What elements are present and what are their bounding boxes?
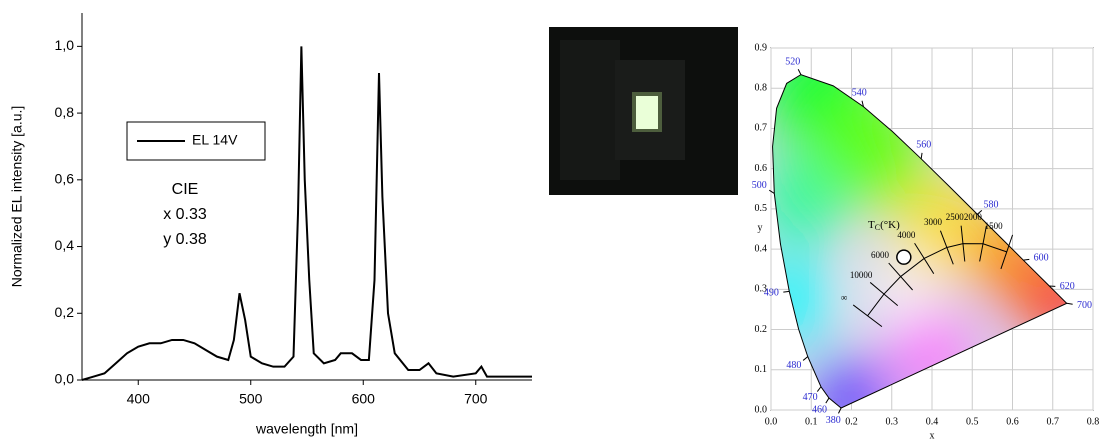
temperature-label: 3000: [924, 217, 943, 227]
wavelength-label: 480: [786, 360, 801, 371]
x-tick-label: 700: [464, 391, 488, 407]
y-tick-label: 0.6: [755, 163, 768, 174]
tc-rest: (°K): [880, 219, 900, 231]
x-tick-label: 600: [352, 391, 376, 407]
wavelength-label: 600: [1034, 252, 1049, 263]
locus-tick: [1066, 302, 1073, 305]
gamut-blob: [810, 360, 890, 408]
y-tick-label: 0.7: [755, 123, 768, 134]
x-axis-label: wavelength [nm]: [255, 421, 358, 437]
x-tick-label: 0.6: [1006, 416, 1019, 427]
tc-sub: C: [875, 223, 880, 232]
x-axis-label: x: [930, 430, 935, 441]
spectrum-line: [81, 46, 532, 381]
y-tick-label: 0,2: [55, 304, 75, 320]
annotation: x 0.33: [163, 206, 207, 223]
temperature-label: 2500: [946, 212, 965, 222]
y-tick-label: 0,0: [55, 371, 75, 387]
y-tick-label: 0.9: [755, 42, 768, 53]
temperature-label: 6000: [871, 250, 890, 260]
y-tick-label: 0.8: [755, 83, 768, 94]
cie-point: [896, 249, 912, 265]
locus-tick: [976, 209, 983, 215]
x-tick-label: 0.5: [966, 416, 979, 427]
y-tick-label: 1,0: [55, 37, 75, 53]
locus-tick: [920, 152, 923, 159]
spectral-locus: [772, 74, 1068, 409]
wavelength-label: 460: [812, 404, 827, 415]
wavelength-label: 500: [752, 180, 767, 191]
isotherm: [960, 225, 966, 262]
x-tick-label: 0.3: [886, 416, 899, 427]
wavelength-label: 540: [852, 87, 867, 98]
isotherm: [939, 230, 954, 265]
x-tick-label: 500: [239, 391, 263, 407]
locus-tick: [768, 189, 775, 194]
isotherm: [888, 262, 913, 291]
locus-tick: [783, 290, 790, 293]
photo: [549, 27, 738, 195]
x-tick-label: 400: [127, 391, 151, 407]
isotherm: [914, 242, 935, 274]
tc-label: TC(°K): [868, 219, 900, 232]
locus-tick: [825, 397, 830, 404]
temperature-label: 2000: [964, 212, 983, 222]
x-tick-label: 0.8: [1087, 416, 1100, 427]
x-tick-label: 0.7: [1047, 416, 1060, 427]
wavelength-label: 380: [826, 415, 841, 426]
y-tick-label: 0.5: [755, 203, 768, 214]
locus-tick: [802, 356, 809, 361]
x-tick-label: 0.4: [926, 416, 939, 427]
y-tick-label: 0.2: [755, 324, 768, 335]
wavelength-label: 490: [764, 287, 779, 298]
y-tick-label: 0,8: [55, 104, 75, 120]
y-tick-label: 0.3: [755, 284, 768, 295]
annotation: y 0.38: [163, 231, 207, 248]
wavelength-label: 520: [785, 56, 800, 67]
y-tick-label: 0.4: [755, 243, 768, 254]
temperature-label: 1500: [985, 221, 1004, 231]
x-tick-label: 0.2: [845, 416, 858, 427]
gamut-blob: [772, 160, 840, 240]
y-tick-label: 0,6: [55, 171, 75, 187]
tc-main: T: [868, 219, 875, 231]
isotherm: [979, 225, 987, 262]
legend-label: EL 14V: [192, 132, 238, 148]
isotherm: [869, 282, 899, 307]
y-axis-label: y: [758, 222, 763, 233]
wavelength-label: 560: [916, 139, 931, 150]
locus-tick: [1023, 258, 1030, 261]
locus-tick: [861, 100, 864, 107]
wavelength-label: 700: [1077, 300, 1092, 311]
y-axis-label: Normalized EL intensity [a.u.]: [9, 106, 25, 288]
planckian-locus: [867, 243, 1007, 317]
gamut-blob: [895, 185, 985, 275]
locus-tick: [816, 386, 822, 392]
locus-tick: [838, 407, 842, 414]
x-tick-label: 0.1: [805, 416, 818, 427]
isotherm: [852, 304, 883, 328]
wavelength-label: 470: [803, 392, 818, 403]
temperature-label: 10000: [850, 270, 873, 280]
y-tick-label: 0,4: [55, 237, 75, 253]
temperature-label: 4000: [897, 230, 916, 240]
locus-tick: [797, 69, 802, 75]
y-tick-label: 0.1: [755, 364, 768, 375]
wavelength-label: 580: [983, 199, 998, 210]
temperature-label: ∞: [841, 293, 847, 303]
gamut-blob: [875, 260, 935, 320]
annotation: CIE: [172, 181, 199, 198]
wavelength-label: 620: [1060, 281, 1075, 292]
legend-box: [126, 121, 266, 161]
x-tick-label: 0.0: [765, 416, 778, 427]
y-tick-label: 0.0: [755, 404, 768, 415]
isotherm: [1000, 234, 1014, 270]
